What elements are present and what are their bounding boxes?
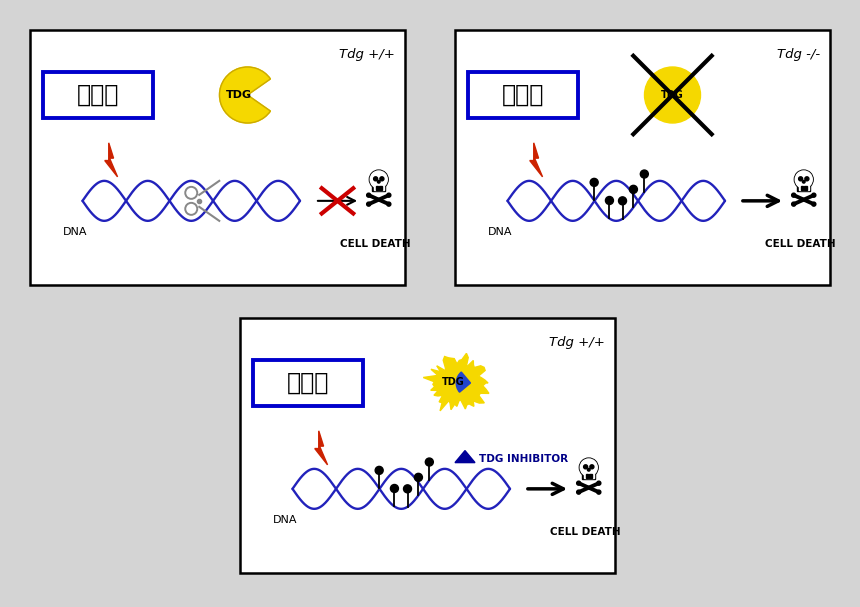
FancyBboxPatch shape bbox=[586, 473, 588, 478]
Circle shape bbox=[378, 180, 380, 183]
Circle shape bbox=[577, 481, 581, 485]
Wedge shape bbox=[456, 372, 470, 392]
FancyBboxPatch shape bbox=[372, 185, 385, 191]
Polygon shape bbox=[455, 450, 475, 463]
FancyBboxPatch shape bbox=[801, 186, 803, 189]
Circle shape bbox=[792, 202, 796, 206]
Polygon shape bbox=[530, 143, 543, 177]
Circle shape bbox=[605, 197, 613, 205]
Circle shape bbox=[641, 170, 648, 178]
Circle shape bbox=[426, 458, 433, 466]
Circle shape bbox=[415, 473, 422, 481]
Circle shape bbox=[630, 185, 637, 194]
FancyBboxPatch shape bbox=[589, 473, 592, 478]
Circle shape bbox=[812, 193, 816, 197]
Circle shape bbox=[799, 177, 802, 181]
Circle shape bbox=[373, 177, 378, 181]
Circle shape bbox=[387, 193, 390, 197]
FancyBboxPatch shape bbox=[804, 186, 807, 189]
Circle shape bbox=[812, 202, 816, 206]
Text: CELL DEATH: CELL DEATH bbox=[765, 239, 835, 249]
Circle shape bbox=[597, 490, 601, 494]
Circle shape bbox=[390, 484, 398, 492]
Text: DNA: DNA bbox=[63, 227, 87, 237]
Circle shape bbox=[584, 465, 587, 469]
Text: CELL DEATH: CELL DEATH bbox=[340, 239, 410, 249]
Circle shape bbox=[366, 202, 371, 206]
Circle shape bbox=[795, 170, 814, 189]
Circle shape bbox=[380, 177, 384, 181]
FancyBboxPatch shape bbox=[376, 186, 378, 189]
Circle shape bbox=[644, 67, 701, 123]
Text: DNA: DNA bbox=[273, 515, 298, 525]
Circle shape bbox=[371, 171, 387, 188]
Bar bbox=[468, 72, 578, 118]
FancyBboxPatch shape bbox=[374, 186, 384, 189]
FancyBboxPatch shape bbox=[797, 185, 810, 191]
Circle shape bbox=[597, 481, 601, 485]
Circle shape bbox=[796, 171, 812, 188]
Polygon shape bbox=[423, 353, 489, 411]
Text: TDG: TDG bbox=[226, 90, 252, 100]
FancyBboxPatch shape bbox=[799, 186, 808, 189]
Bar bbox=[455, 30, 830, 285]
Circle shape bbox=[618, 197, 627, 205]
Bar bbox=[30, 30, 405, 285]
Circle shape bbox=[580, 459, 597, 476]
FancyBboxPatch shape bbox=[582, 473, 595, 479]
Text: TDG: TDG bbox=[442, 377, 465, 387]
Bar bbox=[43, 72, 153, 118]
Text: 항암제: 항암제 bbox=[287, 371, 329, 395]
Circle shape bbox=[366, 193, 371, 197]
Text: TDG: TDG bbox=[661, 90, 684, 100]
FancyBboxPatch shape bbox=[379, 186, 382, 189]
Circle shape bbox=[577, 490, 581, 494]
Text: Tdg -/-: Tdg -/- bbox=[777, 48, 820, 61]
Circle shape bbox=[590, 178, 599, 186]
Circle shape bbox=[387, 202, 390, 206]
Circle shape bbox=[792, 193, 796, 197]
Circle shape bbox=[802, 180, 805, 183]
Text: Tdg +/+: Tdg +/+ bbox=[339, 48, 395, 61]
Circle shape bbox=[369, 170, 388, 189]
Polygon shape bbox=[315, 431, 328, 465]
Wedge shape bbox=[219, 67, 270, 123]
Text: DNA: DNA bbox=[488, 227, 513, 237]
Bar bbox=[253, 360, 363, 406]
Circle shape bbox=[805, 177, 809, 181]
Circle shape bbox=[590, 465, 594, 469]
Circle shape bbox=[580, 458, 599, 477]
Text: CELL DEATH: CELL DEATH bbox=[550, 527, 620, 537]
Circle shape bbox=[587, 469, 590, 471]
FancyBboxPatch shape bbox=[584, 473, 593, 478]
Text: TDG INHIBITOR: TDG INHIBITOR bbox=[479, 453, 568, 464]
Text: Tdg +/+: Tdg +/+ bbox=[550, 336, 605, 349]
Circle shape bbox=[375, 466, 384, 475]
Bar bbox=[240, 318, 615, 573]
Polygon shape bbox=[105, 143, 118, 177]
Text: 항암제: 항암제 bbox=[77, 83, 120, 107]
Text: 항암제: 항암제 bbox=[502, 83, 544, 107]
Circle shape bbox=[403, 485, 412, 493]
